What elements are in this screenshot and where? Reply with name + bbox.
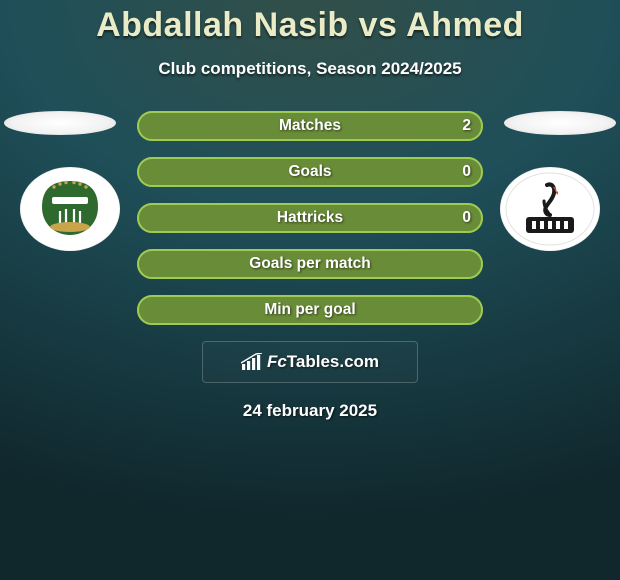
date-text: 24 february 2025 [0,401,620,421]
club-badge-left-icon [20,167,120,251]
stat-pill-hattricks: Hattricks 0 [137,203,483,233]
stat-right-value: 0 [462,203,471,233]
bar-chart-icon [241,353,263,371]
stat-label: Goals per match [249,255,370,272]
brand-text: FcTables.com [267,352,379,372]
page-root: Abdallah Nasib vs Ahmed Club competition… [0,0,620,580]
stats-pills: Matches 2 Goals 0 Hattricks 0 Goals per … [137,111,483,325]
stat-right-value: 2 [462,111,471,141]
player-right-club-badge [500,167,600,251]
content-area: Matches 2 Goals 0 Hattricks 0 Goals per … [0,111,620,421]
brand-text-rest: Tables.com [287,352,379,371]
stat-label: Goals [288,163,331,180]
stat-pill-min-per-goal: Min per goal [137,295,483,325]
player-right-photo [504,111,616,135]
page-title: Abdallah Nasib vs Ahmed [0,0,620,45]
stat-right-value: 0 [462,157,471,187]
stat-pill-goals-per-match: Goals per match [137,249,483,279]
player-left-photo [4,111,116,135]
stat-pill-matches: Matches 2 [137,111,483,141]
stat-label: Hattricks [277,209,343,226]
subtitle: Club competitions, Season 2024/2025 [0,59,620,79]
brand-box: FcTables.com [202,341,418,383]
stat-label: Matches [279,117,341,134]
club-badge-right-icon [500,167,600,251]
stat-label: Min per goal [264,301,355,318]
stat-pill-goals: Goals 0 [137,157,483,187]
player-left-club-badge [20,167,120,251]
